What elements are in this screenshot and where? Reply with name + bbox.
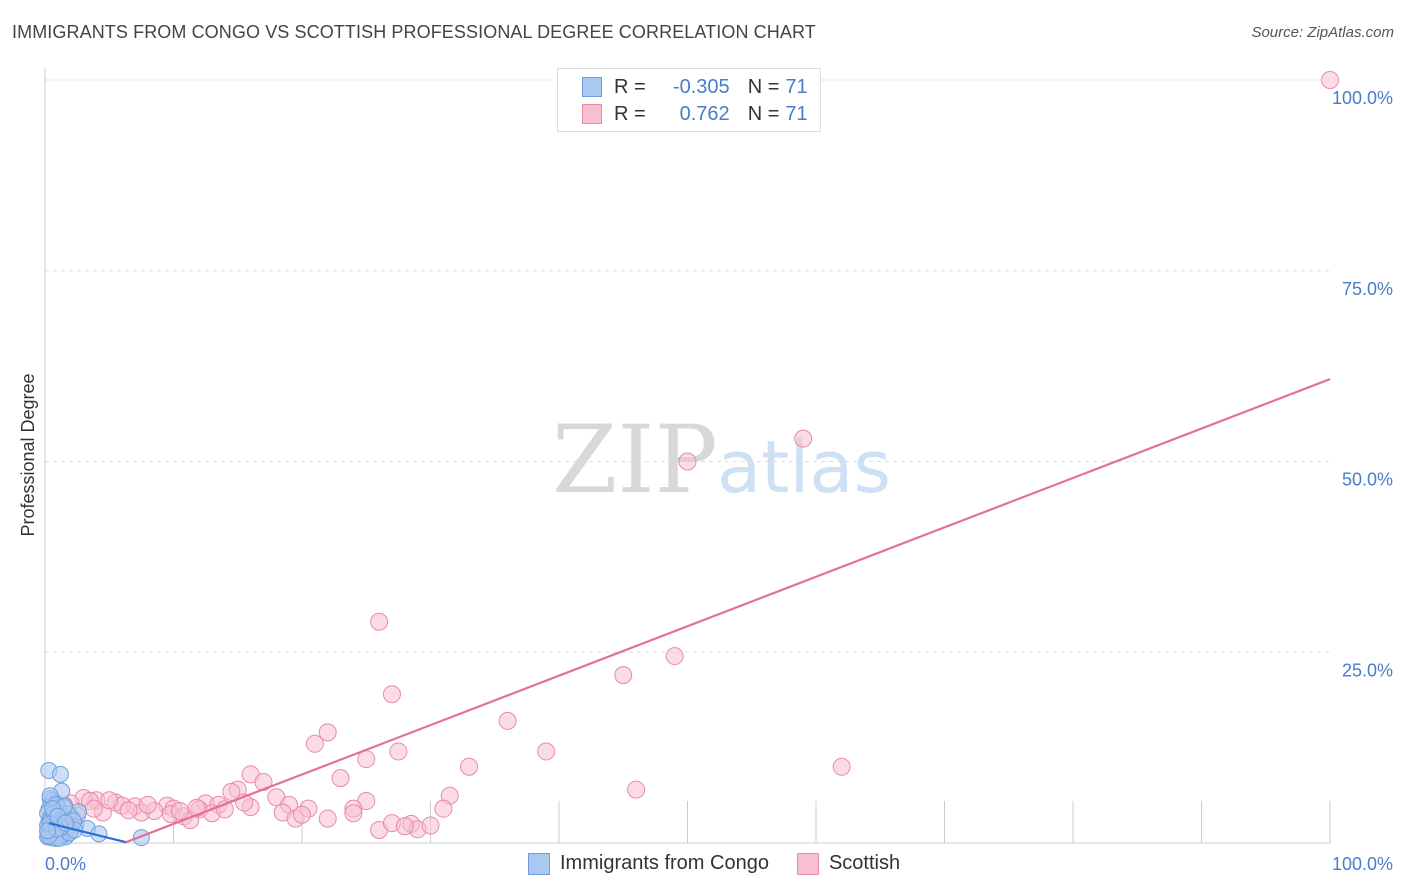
- congo-trend-line: [48, 822, 127, 844]
- scottish-point: [832, 757, 851, 776]
- axes: [44, 68, 1331, 845]
- scottish-point: [421, 816, 440, 835]
- congo-series: [39, 762, 150, 847]
- scottish-trend-line: [125, 378, 1331, 844]
- scottish-point: [305, 734, 324, 753]
- y-tick-label: 100.0%: [1332, 88, 1393, 108]
- y-tick-label: 25.0%: [1342, 660, 1393, 680]
- congo-legend-label: Immigrants from Congo: [560, 852, 769, 874]
- scottish-point: [370, 612, 389, 631]
- grid-lines: [45, 79, 1330, 653]
- legend-row-scottish: R = 0.762 N = 71: [582, 102, 808, 126]
- n-label: N =: [747, 75, 780, 98]
- r-label: R =: [614, 102, 646, 125]
- scottish-point: [187, 798, 206, 817]
- scottish-point: [382, 685, 401, 704]
- scottish-point: [138, 795, 157, 814]
- scottish-swatch: [582, 104, 602, 124]
- scottish-point: [84, 799, 103, 818]
- n-value: 71: [785, 75, 808, 98]
- scottish-point: [395, 817, 414, 836]
- scottish-point: [1321, 71, 1339, 89]
- r-value: 0.762: [679, 102, 730, 125]
- trend-lines: [48, 378, 1331, 844]
- scottish-point: [119, 801, 138, 820]
- x-tick-labels: 0.0% 100.0%: [45, 854, 1393, 874]
- x-tick-label: 100.0%: [1332, 854, 1393, 874]
- scottish-point: [627, 780, 646, 799]
- y-tick-labels: 25.0% 50.0% 75.0% 100.0%: [1332, 88, 1393, 680]
- y-axis-label: Professional Degree: [18, 373, 38, 536]
- scottish-point: [318, 809, 337, 828]
- congo-point: [39, 822, 57, 840]
- legend-item-scottish[interactable]: Scottish: [796, 852, 901, 875]
- chart-title: IMMIGRANTS FROM CONGO VS SCOTTISH PROFES…: [12, 22, 816, 42]
- r-value: -0.305: [672, 75, 730, 98]
- scottish-point: [100, 791, 119, 810]
- x-tick-label: 0.0%: [45, 854, 86, 874]
- congo-legend-swatch: [528, 852, 550, 875]
- source-label: Source: ZipAtlas.com: [1251, 24, 1394, 41]
- scottish-point: [344, 804, 363, 823]
- scottish-point: [678, 452, 697, 471]
- scottish-point: [614, 666, 633, 685]
- congo-swatch: [582, 77, 602, 97]
- scottish-point: [460, 757, 479, 776]
- scottish-point: [389, 742, 408, 761]
- legend-item-congo[interactable]: Immigrants from Congo: [528, 852, 769, 875]
- scottish-point: [794, 429, 813, 448]
- scottish-point: [498, 711, 517, 730]
- scottish-point: [434, 799, 453, 818]
- scottish-point: [537, 742, 556, 761]
- r-label: R =: [614, 75, 646, 98]
- y-tick-label: 75.0%: [1342, 279, 1393, 299]
- y-tick-label: 50.0%: [1342, 470, 1393, 490]
- series-legend: Immigrants from Congo Scottish: [528, 852, 928, 875]
- scottish-legend-swatch: [796, 852, 819, 875]
- scottish-point: [170, 801, 189, 820]
- scottish-legend-label: Scottish: [828, 852, 901, 874]
- scottish-point: [222, 782, 241, 801]
- watermark: ZIP atlas: [552, 406, 891, 515]
- scottish-point: [293, 805, 311, 824]
- scottish-point: [318, 723, 337, 742]
- correlation-legend: R = -0.305 N = 71 R = 0.762 N = 71: [557, 68, 821, 132]
- legend-row-congo: R = -0.305 N = 71: [582, 75, 808, 99]
- congo-point: [51, 765, 69, 783]
- scottish-point: [331, 769, 350, 788]
- n-label: N =: [747, 102, 780, 125]
- scottish-point: [665, 647, 684, 666]
- n-value: 71: [785, 102, 808, 125]
